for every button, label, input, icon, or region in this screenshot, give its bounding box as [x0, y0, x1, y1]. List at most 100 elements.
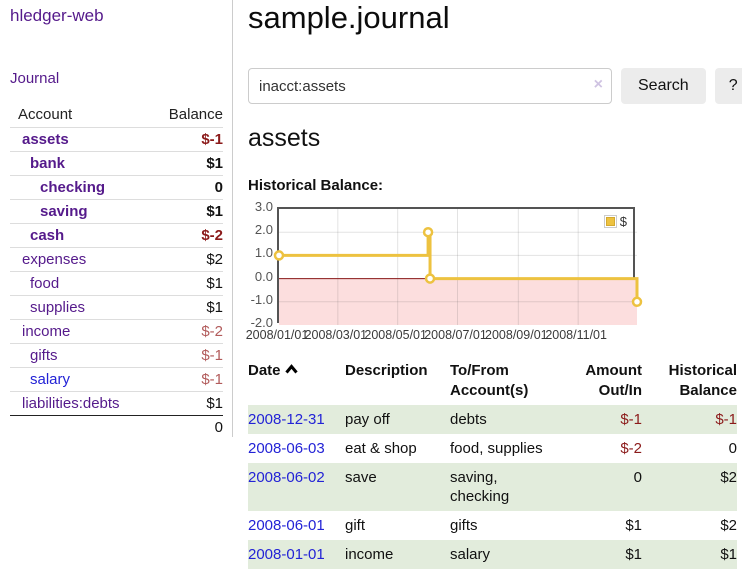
account-row: gifts $-1 [10, 343, 223, 368]
transaction-row: 2008-12-31 pay off debts $-1 $-1 [248, 405, 737, 434]
search-button[interactable]: Search [621, 68, 706, 104]
account-name-cell: income [10, 319, 153, 344]
transaction-date-link[interactable]: 2008-12-31 [248, 411, 325, 428]
transaction-row: 2008-06-01 gift gifts $1 $2 [248, 511, 737, 540]
transaction-accounts: salary [450, 540, 562, 569]
account-balance: $1 [152, 199, 223, 224]
transaction-accounts: debts [450, 405, 562, 434]
clear-search-icon[interactable]: × [593, 76, 603, 93]
account-link[interactable]: expenses [22, 251, 87, 268]
transaction-date-link[interactable]: 2008-01-01 [248, 546, 325, 563]
transaction-date-cell: 2008-06-02 [248, 463, 345, 511]
sidebar-item-journal[interactable]: Journal [10, 70, 60, 87]
account-balance: $-1 [152, 127, 223, 152]
app-title-link[interactable]: hledger-web [10, 6, 104, 25]
accounts-tbody: assets $-1 bank $1 checking 0 saving $1 cash $-2 e… [10, 127, 223, 416]
account-row: bank $1 [10, 151, 223, 176]
legend-label: $ [619, 214, 627, 229]
x-axis-tick-label: 2008/01/01 [245, 328, 309, 342]
transaction-balance: $2 [642, 463, 737, 511]
account-link[interactable]: assets [22, 131, 69, 148]
account-name-cell: gifts [10, 343, 153, 368]
accounts-total-spacer [10, 415, 153, 439]
account-balance: $-1 [152, 343, 223, 368]
register-table: Date Description To/From Account(s) Amou… [248, 358, 737, 569]
transaction-date-link[interactable]: 2008-06-01 [248, 517, 325, 534]
account-balance: 0 [152, 175, 223, 200]
account-link[interactable]: cash [30, 227, 65, 244]
transaction-description: pay off [345, 405, 450, 434]
main-content: sample.journal × Search ? assets Histori… [233, 0, 742, 582]
account-link[interactable]: gifts [30, 347, 58, 364]
y-axis-tick-label: -1.0 [250, 291, 273, 307]
transaction-date-link[interactable]: 2008-06-02 [248, 469, 325, 486]
account-link[interactable]: saving [40, 203, 88, 220]
x-axis-tick-label: 2008/11/01 [545, 328, 607, 342]
account-row: assets $-1 [10, 127, 223, 152]
transaction-accounts: saving, checking [450, 463, 562, 511]
register-header-date[interactable]: Date [248, 358, 345, 405]
account-link[interactable]: supplies [30, 299, 86, 316]
chart-legend: $ [602, 213, 628, 230]
account-balance: $-2 [152, 223, 223, 248]
register-header-row: Date Description To/From Account(s) Amou… [248, 358, 737, 405]
account-row: saving $1 [10, 199, 223, 224]
account-link[interactable]: income [22, 323, 71, 340]
account-link[interactable]: liabilities:debts [22, 395, 120, 412]
register-header-description: Description [345, 362, 428, 379]
account-name-cell: food [10, 271, 153, 296]
account-name-cell: bank [10, 151, 153, 176]
y-axis-tick-label: 2.0 [254, 222, 273, 238]
y-axis-tick-label: 1.0 [254, 245, 273, 261]
account-link[interactable]: checking [40, 179, 106, 196]
chart-plot-area: $ [273, 207, 643, 325]
transaction-balance: $-1 [642, 405, 737, 434]
transaction-description: income [345, 540, 450, 569]
transaction-balance: $2 [720, 517, 737, 534]
account-row: liabilities:debts $1 [10, 391, 223, 416]
y-axis-tick-label: -2.0 [250, 315, 273, 330]
register-header-balance: Historical Balance [668, 362, 737, 399]
x-axis-tick-label: 2008/03/01 [304, 328, 368, 342]
accounts-header-row: Account Balance [10, 102, 223, 128]
accounts-table: Account Balance assets $-1 bank $1 checking 0… [10, 102, 223, 439]
account-balance: $1 [152, 391, 223, 416]
search-input[interactable] [248, 68, 612, 104]
account-balance: $1 [152, 271, 223, 296]
transaction-date-link[interactable]: 2008-06-03 [248, 440, 325, 457]
transaction-row: 2008-06-02 save saving, checking 0 $2 [248, 463, 737, 511]
account-link[interactable]: bank [30, 155, 66, 172]
register-tbody: 2008-12-31 pay off debts $-1 $-1 2008-06-03 ea… [248, 405, 737, 569]
account-balance: $-1 [152, 367, 223, 392]
account-heading: assets [248, 124, 321, 152]
x-axis-tick-label: 2008/07/01 [424, 328, 487, 342]
account-link[interactable]: food [30, 275, 60, 292]
transaction-accounts: food, supplies [450, 440, 543, 457]
search-box: × [248, 68, 612, 104]
transaction-date-cell: 2008-06-03 [248, 434, 345, 463]
account-balance: $-2 [152, 319, 223, 344]
account-name-cell: supplies [10, 295, 153, 320]
transaction-date-cell: 2008-01-01 [248, 540, 345, 569]
transaction-amount: $-2 [620, 440, 642, 457]
account-row: expenses $2 [10, 247, 223, 272]
account-balance: $2 [152, 247, 223, 272]
account-row: checking 0 [10, 175, 223, 200]
account-row: income $-2 [10, 319, 223, 344]
transaction-balance: 0 [728, 440, 737, 457]
register-header-accounts: To/From Account(s) [450, 362, 529, 399]
account-name-cell: expenses [10, 247, 153, 272]
transaction-row: 2008-01-01 income salary $1 $1 [248, 540, 737, 569]
help-button[interactable]: ? [714, 68, 742, 104]
transaction-description: save [345, 463, 450, 511]
x-axis-tick-label: 2008/09/01 [485, 328, 548, 342]
accounts-total-row: 0 [10, 415, 223, 439]
register-header-amount: Amount Out/In [585, 362, 642, 399]
transaction-date-cell: 2008-12-31 [248, 405, 345, 434]
account-link[interactable]: salary [30, 371, 71, 388]
account-name-cell: liabilities:debts [10, 391, 153, 416]
account-name-cell: saving [10, 199, 153, 224]
account-row: supplies $1 [10, 295, 223, 320]
page-title: sample.journal [248, 0, 450, 35]
y-axis-tick-label: 3.0 [254, 199, 273, 214]
